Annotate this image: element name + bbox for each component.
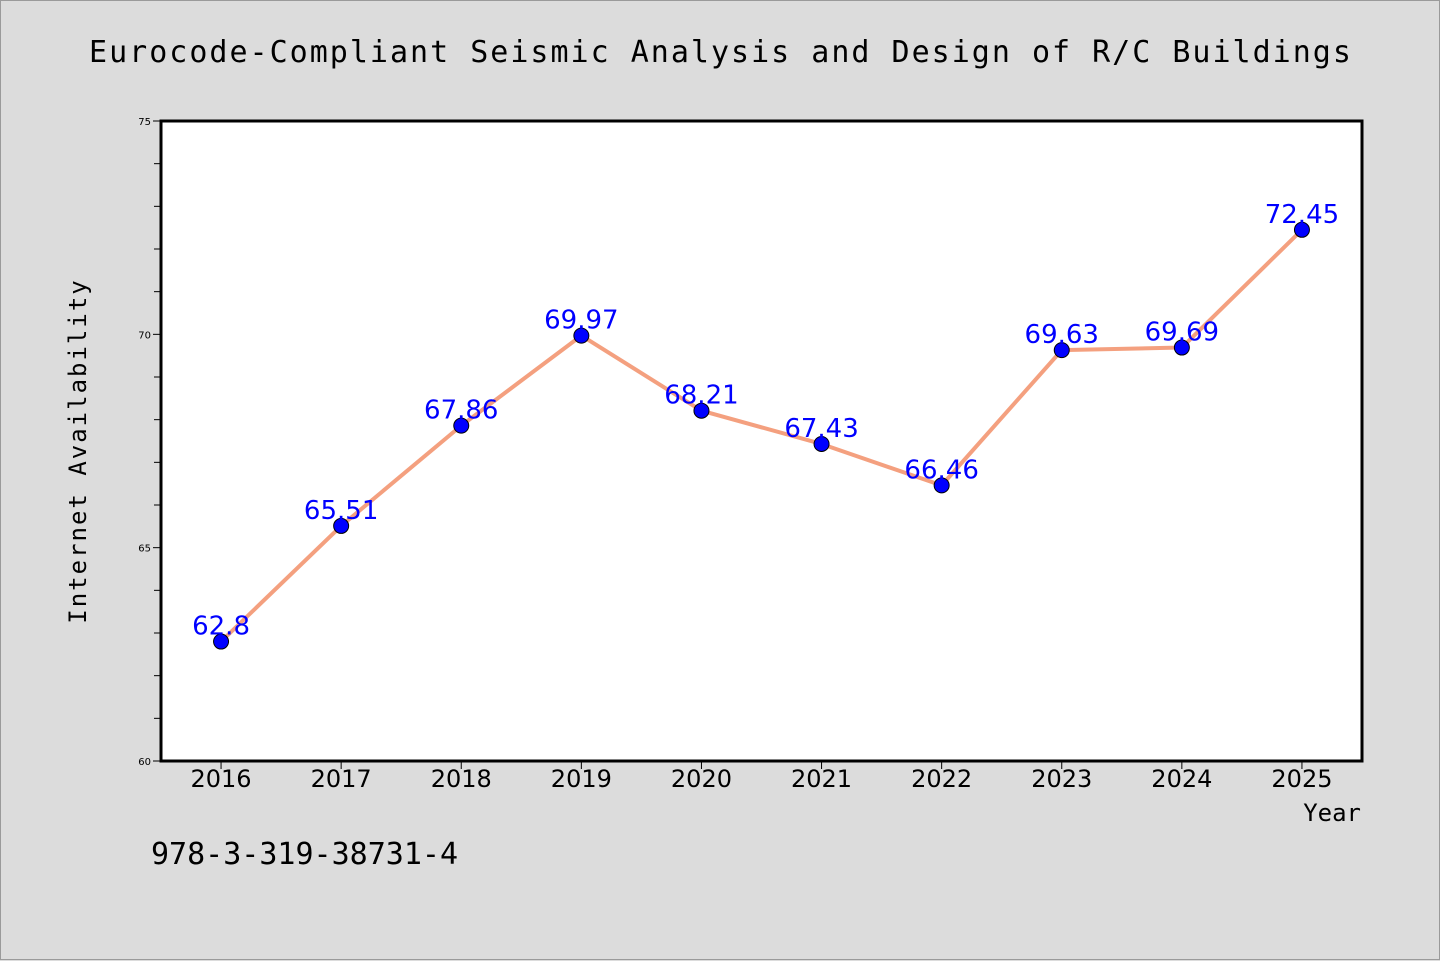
y-tick-label: 70 [138, 330, 151, 341]
x-tick-label: 2016 [191, 765, 252, 793]
data-label: 65.51 [304, 496, 378, 526]
x-tick-label: 2025 [1271, 765, 1332, 793]
y-tick-label: 65 [138, 544, 151, 555]
y-axis: 60 65 70 75 [138, 117, 161, 768]
data-label: 72.45 [1265, 200, 1339, 230]
series-layer: 62.8 65.51 67.86 69.97 68.21 67.43 66.46 69.63 6… [192, 200, 1339, 650]
data-label: 66.46 [904, 455, 978, 485]
x-axis: 2016 2017 2018 2019 2020 2021 2022 2023 2024 2025 [191, 761, 1332, 793]
x-tick-label: 2024 [1151, 765, 1212, 793]
x-tick-label: 2021 [791, 765, 852, 793]
x-tick-label: 2018 [431, 765, 492, 793]
data-label: 69.63 [1025, 320, 1099, 350]
series-line [219, 227, 1304, 644]
data-point [333, 517, 350, 534]
x-tick-label: 2022 [911, 765, 972, 793]
data-point [693, 402, 710, 419]
x-axis-label: Year [1303, 799, 1361, 827]
data-label: 67.43 [784, 414, 858, 444]
data-point [813, 435, 830, 452]
data-label: 67.86 [424, 396, 498, 426]
x-tick-label: 2023 [1031, 765, 1092, 793]
data-label: 69.69 [1145, 318, 1219, 348]
isbn-text: 978-3-319-38731-4 [151, 837, 459, 872]
data-label: 68.21 [664, 381, 738, 411]
data-point [1053, 342, 1070, 359]
x-tick-label: 2020 [671, 765, 732, 793]
data-point [1173, 339, 1190, 356]
data-point [213, 633, 230, 650]
chart-title: Eurocode-Compliant Seismic Analysis and … [89, 35, 1353, 70]
data-point [1293, 221, 1310, 238]
data-label: 62.8 [192, 612, 250, 642]
y-tick-label: 60 [138, 757, 151, 768]
x-tick-label: 2019 [551, 765, 612, 793]
plot-area [159, 119, 1364, 763]
data-point [573, 327, 590, 344]
x-tick-label: 2017 [311, 765, 372, 793]
y-axis-label: Internet Availability [64, 278, 92, 623]
data-point [453, 417, 470, 434]
data-label: 69.97 [544, 306, 618, 336]
data-point [933, 477, 950, 494]
y-tick-label: 75 [138, 117, 151, 128]
